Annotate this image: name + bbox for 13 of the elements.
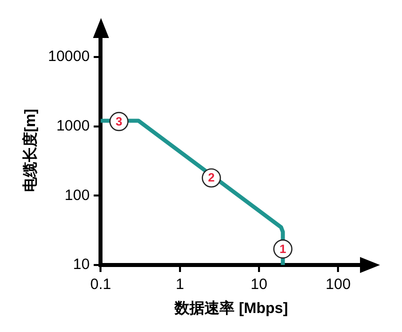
annotation: 2 — [208, 170, 216, 185]
annotation: 1 — [280, 242, 287, 256]
x-tick-label: 10 — [250, 276, 268, 294]
y-tick-label: 100 — [64, 186, 90, 204]
x-tick-label: 0.1 — [90, 276, 112, 294]
x-axis-title: 数据速率 [Mbps] — [174, 299, 288, 318]
y-tick-label: 10 — [73, 256, 90, 274]
x-tick-label: 100 — [326, 276, 351, 294]
y-axis-title: 电缆长度[m] — [21, 108, 40, 192]
y-tick-label: 10000 — [48, 48, 90, 66]
annotation: 3 — [116, 114, 123, 128]
y-tick-label: 1000 — [56, 117, 90, 134]
x-tick-label: 1 — [176, 276, 184, 294]
